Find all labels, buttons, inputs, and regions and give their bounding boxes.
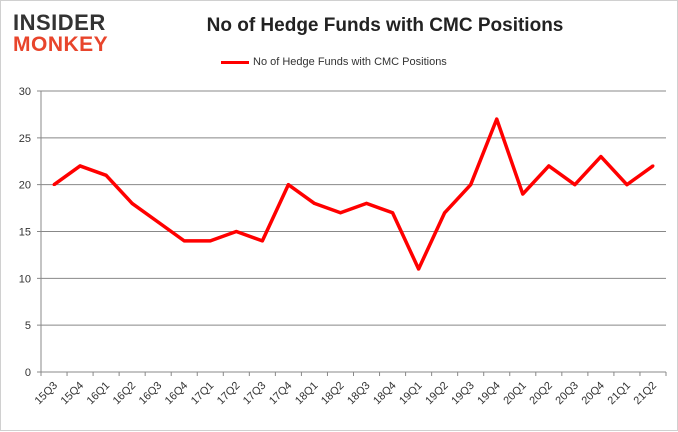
x-tick-label: 18Q3: [345, 380, 373, 408]
x-tick-label: 20Q2: [527, 380, 555, 408]
legend: No of Hedge Funds with CMC Positions: [221, 56, 447, 68]
data-point: [104, 173, 108, 177]
x-tick-label: 20Q4: [579, 380, 607, 408]
x-tick-label: 18Q2: [319, 380, 347, 408]
data-point: [156, 220, 160, 224]
data-point: [338, 211, 342, 215]
data-point: [130, 201, 134, 205]
x-tick-label: 18Q4: [371, 380, 399, 408]
chart-title: No of Hedge Funds with CMC Positions: [206, 15, 564, 36]
data-point: [52, 183, 56, 187]
x-tick-label: 21Q1: [606, 380, 634, 408]
data-point: [495, 117, 499, 121]
x-tick-label: 17Q4: [267, 380, 295, 408]
data-point: [365, 201, 369, 205]
data-point: [443, 211, 447, 215]
data-point: [391, 211, 395, 215]
legend-label: No of Hedge Funds with CMC Positions: [253, 56, 447, 68]
logo-monkey: MONKEY: [13, 33, 109, 56]
legend-swatch: [221, 60, 249, 64]
x-tick-label: 15Q4: [59, 380, 87, 408]
x-tick-label: 16Q3: [137, 380, 165, 408]
data-point: [599, 155, 603, 159]
y-tick-label: 25: [19, 133, 31, 145]
x-tick-label: 17Q2: [215, 380, 243, 408]
y-tick-label: 15: [19, 227, 31, 239]
data-point: [234, 230, 238, 233]
data-point: [469, 183, 473, 187]
x-tick-label: 18Q1: [293, 380, 321, 408]
data-point: [78, 164, 82, 168]
data-point: [208, 239, 212, 243]
x-tick-label: 19Q4: [475, 380, 503, 408]
data-point: [417, 267, 421, 271]
x-tick-label: 20Q3: [553, 380, 581, 408]
data-point: [547, 164, 551, 168]
y-tick-label: 0: [25, 367, 31, 379]
data-point: [182, 239, 186, 243]
data-point: [521, 192, 525, 196]
data-point: [312, 201, 316, 205]
x-tick-label: 19Q1: [397, 380, 425, 408]
y-tick-label: 20: [19, 180, 31, 192]
y-tick-label: 30: [19, 86, 31, 98]
x-tick-label: 16Q4: [163, 380, 191, 408]
x-tick-label: 15Q3: [33, 380, 61, 408]
x-tick-label: 19Q2: [423, 380, 451, 408]
y-tick-label: 5: [25, 320, 31, 332]
x-tick-label: 16Q2: [111, 380, 139, 408]
x-tick-label: 21Q2: [632, 380, 660, 408]
x-tick-label: 17Q1: [189, 380, 217, 408]
x-tick-label: 17Q3: [241, 380, 269, 408]
logo-insider: INSIDER: [13, 10, 106, 35]
x-tick-label: 19Q3: [449, 380, 477, 408]
x-tick-label: 16Q1: [85, 380, 113, 408]
series-line: [52, 117, 655, 271]
data-point: [260, 239, 264, 243]
data-point: [651, 164, 655, 168]
data-point: [625, 183, 629, 187]
data-point: [286, 183, 290, 187]
y-tick-label: 10: [19, 273, 31, 285]
x-tick-label: 20Q1: [501, 380, 529, 408]
data-point: [573, 183, 577, 187]
